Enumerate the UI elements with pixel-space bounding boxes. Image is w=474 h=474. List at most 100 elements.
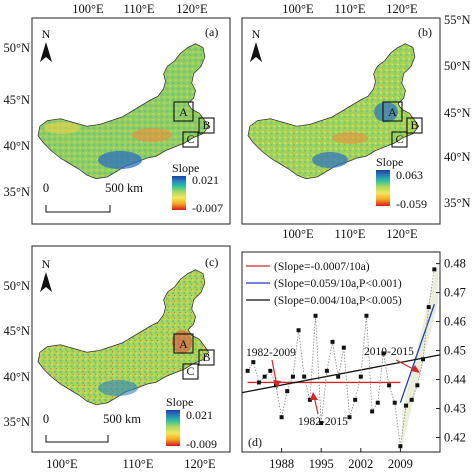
panel-c-left-ticks: 50°N 45°N 40°N 35°N xyxy=(3,279,30,429)
panel-b-orange-patch xyxy=(332,132,368,144)
panel-a-left-ticks: 50°N 45°N 40°N 35°N xyxy=(3,41,30,199)
colorbar-ramp xyxy=(172,176,186,210)
data-point xyxy=(290,374,295,379)
panel-b-north-arrow: N xyxy=(250,27,262,62)
series-line xyxy=(247,269,435,447)
slope-max: 0.063 xyxy=(396,168,423,182)
box-c xyxy=(182,131,199,148)
north-label: N xyxy=(42,27,51,41)
panel-b-map xyxy=(247,43,420,180)
data-point xyxy=(262,374,267,379)
data-point xyxy=(296,328,301,333)
legend-entry-blue: (Slope=0.059/10a,P<0.001) xyxy=(274,278,402,290)
data-point xyxy=(324,368,329,373)
panel-c-boxes: A B C xyxy=(173,333,215,380)
panel-a-top-ticks: 100°E 110°E 120°E xyxy=(72,2,208,16)
data-point xyxy=(381,351,386,356)
data-point xyxy=(353,397,358,402)
data-point xyxy=(421,357,426,362)
tick-bottom-110e: 110°E xyxy=(123,457,154,471)
y-tick-label: 0.42 xyxy=(444,431,466,445)
data-point xyxy=(302,374,307,379)
data-point xyxy=(404,403,409,408)
data-point xyxy=(285,389,290,394)
panel-b-label: (b) xyxy=(418,25,432,39)
y-tick-label: 0.46 xyxy=(444,315,466,329)
data-point xyxy=(319,421,324,426)
panel-a-orange-patch xyxy=(132,128,172,142)
north-label: N xyxy=(42,257,51,271)
y-tick-label: 0.44 xyxy=(444,373,467,387)
slope-max: 0.021 xyxy=(192,173,219,187)
panel-b-boxes: A B C xyxy=(382,101,423,148)
y-tick-label: 0.48 xyxy=(444,257,466,271)
panel-a-scalebar: 0 500 km xyxy=(43,181,143,213)
panel-c-frame xyxy=(31,245,231,453)
tick-top-120e: 120°E xyxy=(176,2,208,16)
panel-b-top-ticks: 100°E 110°E 120°E xyxy=(282,2,418,16)
box-c xyxy=(391,131,408,148)
panel-c-bottom-ticks: 100°E 110°E 120°E xyxy=(46,457,216,471)
panel-b: 100°E 110°E 120°E 55°N 50°N 45°N 40°N 35… xyxy=(241,2,471,241)
tick-right-50n: 50°N xyxy=(444,59,471,73)
panel-c-north-arrow: N xyxy=(40,257,52,292)
chart-legend: (Slope=-0.0007/10a) (Slope=0.059/10a,P<0… xyxy=(246,261,402,307)
data-point xyxy=(364,313,369,318)
tick-right-40n: 40°N xyxy=(444,150,471,164)
chart-x-ticks: 1988 1995 2002 2009 xyxy=(269,448,413,471)
tick-bottom-110e: 110°E xyxy=(335,227,366,241)
panel-c-blue-patch xyxy=(98,380,138,396)
x-tick-label: 1988 xyxy=(269,457,294,471)
data-point xyxy=(370,409,375,414)
data-point xyxy=(375,400,380,405)
legend-entry-black: (Slope=0.004/10a,P<0.005) xyxy=(274,295,402,307)
panel-a-north-arrow: N xyxy=(40,27,52,62)
panel-c-scalebar: 0 500 km xyxy=(43,412,141,443)
slope-title: Slope xyxy=(172,161,199,175)
tick-left-35n: 35°N xyxy=(3,415,30,429)
data-point xyxy=(426,305,431,310)
panel-b-colorbar: Slope 0.063 -0.059 xyxy=(376,155,427,211)
box-b xyxy=(198,117,215,134)
panel-a-label: (a) xyxy=(205,25,218,39)
data-point xyxy=(341,345,346,350)
north-arrow-icon xyxy=(250,42,262,62)
x-tick-label: 2009 xyxy=(388,457,413,471)
panel-a-map xyxy=(37,43,210,180)
slope-max: 0.021 xyxy=(186,408,213,422)
slope-min: -0.009 xyxy=(186,437,217,451)
arrowhead-icon xyxy=(411,365,420,373)
panel-c-map xyxy=(37,269,210,406)
box-b xyxy=(406,117,423,134)
slope-min: -0.007 xyxy=(192,201,223,215)
data-point xyxy=(245,368,250,373)
slope-min: -0.059 xyxy=(396,197,427,211)
data-point xyxy=(409,397,414,402)
annotation-2010-2015: 2010-2015 xyxy=(364,346,414,358)
box-a xyxy=(173,101,194,122)
tick-top-100e: 100°E xyxy=(72,2,104,16)
box-c-label: C xyxy=(395,132,403,146)
trend-line-1 xyxy=(399,303,435,403)
scale-km: 500 km xyxy=(105,181,143,195)
tick-left-45n: 45°N xyxy=(3,324,30,338)
colorbar-ramp xyxy=(166,410,180,446)
colorbar-ramp xyxy=(376,170,390,206)
data-point xyxy=(330,339,335,344)
box-a-label: A xyxy=(179,105,188,119)
box-a-label: A xyxy=(179,337,188,351)
tick-bottom-120e: 120°E xyxy=(386,227,418,241)
x-tick-label: 1995 xyxy=(309,457,334,471)
north-arrow-icon xyxy=(40,272,52,292)
tick-top-120e: 120°E xyxy=(386,2,418,16)
arrowhead-icon xyxy=(310,392,318,400)
slope-title: Slope xyxy=(376,155,403,169)
panel-d-chart: 1988 1995 2002 2009 0.420.430.440.450.460.4… xyxy=(241,251,467,471)
panel-c-red-patch xyxy=(172,330,192,354)
chart-series xyxy=(245,267,437,449)
box-c-label: C xyxy=(186,364,194,378)
panel-b-bottom-ticks: 100°E 110°E 120°E xyxy=(282,227,418,241)
arrowhead-icon xyxy=(273,380,281,388)
data-point xyxy=(398,444,403,449)
